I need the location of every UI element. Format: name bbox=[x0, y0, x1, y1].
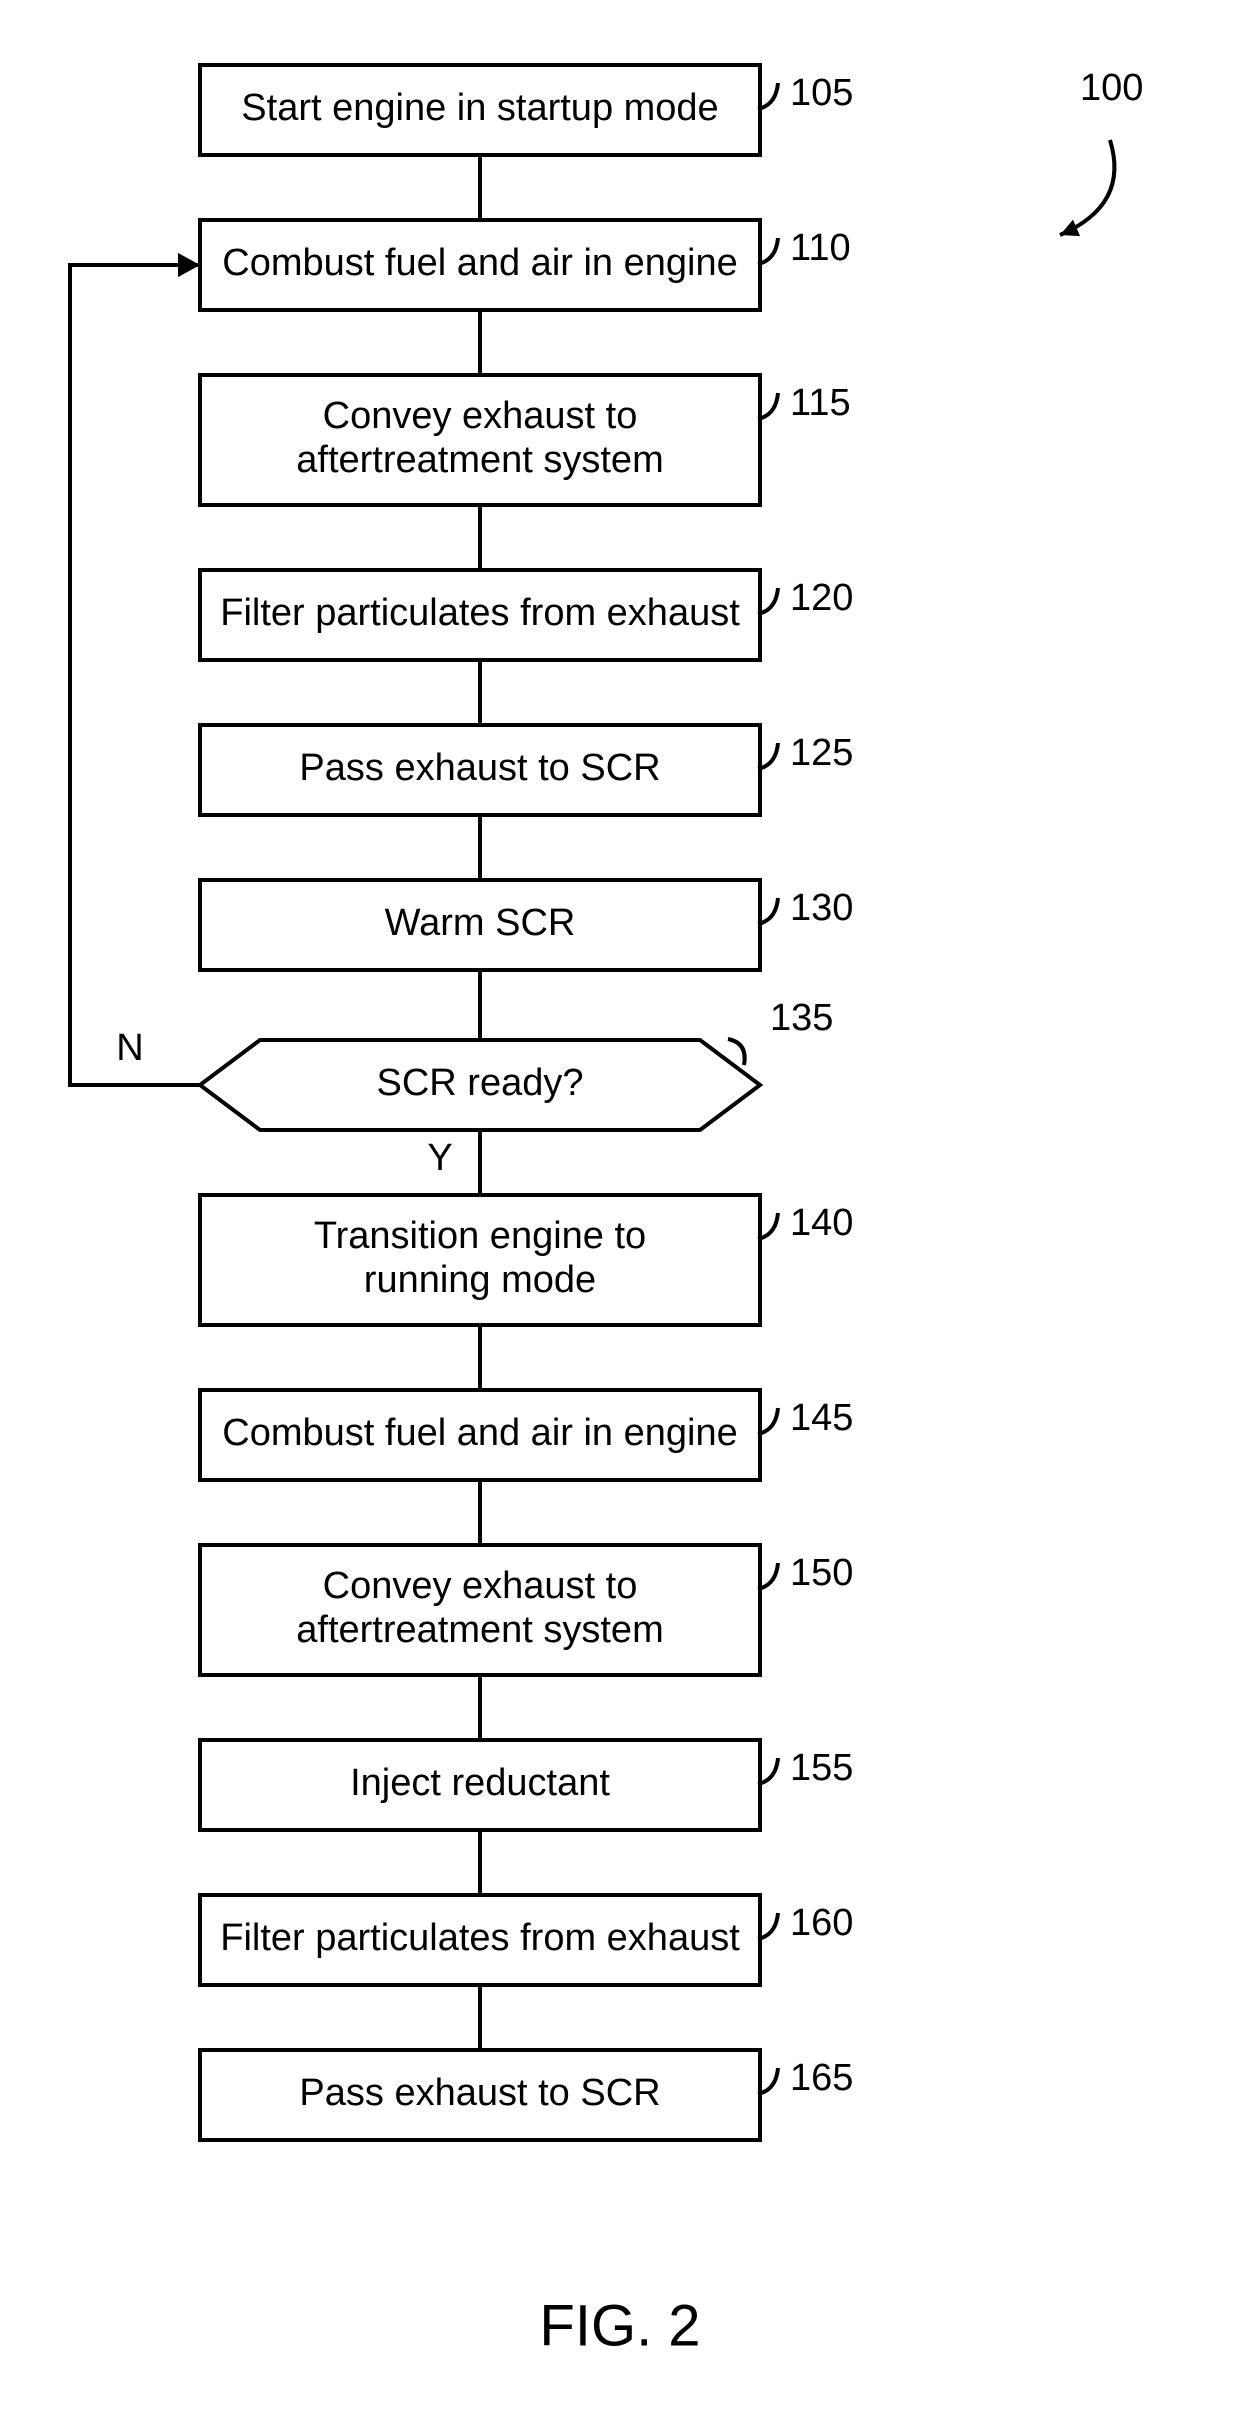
node-text: running mode bbox=[364, 1259, 596, 1301]
ref-number: 160 bbox=[790, 1902, 853, 1944]
flowchart-canvas: Y N Start engine in startup mode 105 Combust… bbox=[0, 0, 1240, 2434]
flow-node-n105: Start engine in startup mode bbox=[200, 65, 760, 155]
flow-node-n135: SCR ready? bbox=[200, 1040, 760, 1130]
ref-number: 105 bbox=[790, 72, 853, 114]
node-text: Pass exhaust to SCR bbox=[299, 2072, 660, 2114]
node-text: Transition engine to bbox=[314, 1215, 646, 1257]
ref-number: 150 bbox=[790, 1552, 853, 1594]
arrowhead-icon bbox=[178, 253, 200, 277]
node-text: Convey exhaust to bbox=[323, 395, 638, 437]
node-text: Pass exhaust to SCR bbox=[299, 747, 660, 789]
flow-node-n110: Combust fuel and air in engine bbox=[200, 220, 760, 310]
node-text: Combust fuel and air in engine bbox=[222, 242, 737, 284]
edge-label: N bbox=[116, 1027, 143, 1069]
ref-number: 120 bbox=[790, 577, 853, 619]
flow-node-n145: Combust fuel and air in engine bbox=[200, 1390, 760, 1480]
ref-number: 125 bbox=[790, 732, 853, 774]
diagram-ref-number: 100 bbox=[1080, 67, 1143, 109]
ref-number: 155 bbox=[790, 1747, 853, 1789]
ref-number: 130 bbox=[790, 887, 853, 929]
flow-node-n125: Pass exhaust to SCR bbox=[200, 725, 760, 815]
ref-number: 115 bbox=[790, 382, 851, 424]
node-text: Warm SCR bbox=[385, 902, 576, 944]
diagram-ref-arrow bbox=[1060, 140, 1114, 235]
flow-node-n165: Pass exhaust to SCR bbox=[200, 2050, 760, 2140]
node-text: aftertreatment system bbox=[296, 1609, 663, 1651]
ref-number: 110 bbox=[790, 227, 851, 269]
ref-number: 165 bbox=[790, 2057, 853, 2099]
node-text: Filter particulates from exhaust bbox=[220, 1917, 740, 1959]
flow-node-n130: Warm SCR bbox=[200, 880, 760, 970]
node-text: Filter particulates from exhaust bbox=[220, 592, 740, 634]
figure-caption: FIG. 2 bbox=[539, 2293, 700, 2358]
node-text: Combust fuel and air in engine bbox=[222, 1412, 737, 1454]
flow-node-n160: Filter particulates from exhaust bbox=[200, 1895, 760, 1985]
ref-number: 135 bbox=[770, 997, 833, 1039]
flow-node-n155: Inject reductant bbox=[200, 1740, 760, 1830]
ref-number: 140 bbox=[790, 1202, 853, 1244]
ref-number: 145 bbox=[790, 1397, 853, 1439]
node-text: Convey exhaust to bbox=[323, 1565, 638, 1607]
node-text: Start engine in startup mode bbox=[241, 87, 718, 129]
flow-node-n120: Filter particulates from exhaust bbox=[200, 570, 760, 660]
edge-label: Y bbox=[427, 1137, 452, 1179]
node-text: aftertreatment system bbox=[296, 439, 663, 481]
flow-node-n115: Convey exhaust toaftertreatment system bbox=[200, 375, 760, 505]
flow-node-n140: Transition engine torunning mode bbox=[200, 1195, 760, 1325]
flow-node-n150: Convey exhaust toaftertreatment system bbox=[200, 1545, 760, 1675]
node-text: Inject reductant bbox=[350, 1762, 610, 1804]
loopback-connector bbox=[70, 265, 200, 1085]
node-text: SCR ready? bbox=[377, 1062, 584, 1104]
